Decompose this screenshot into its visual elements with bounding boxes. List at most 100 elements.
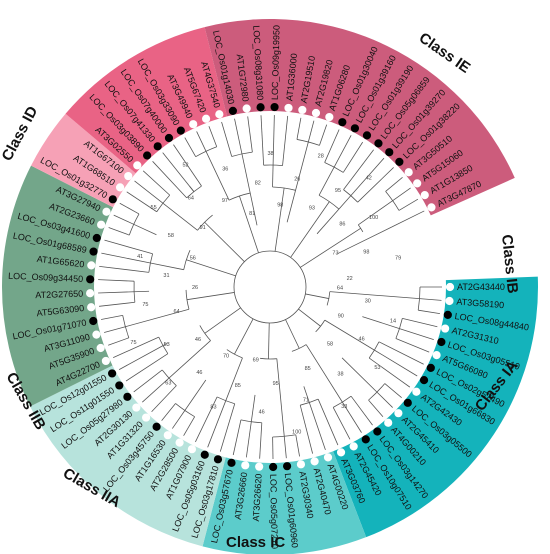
bootstrap-value: 36 [222,166,228,172]
class-label: Class ID [0,103,41,163]
class-band [31,113,136,208]
arabidopsis-gene-marker [445,296,454,306]
clade-branch [239,195,259,254]
rice-gene-marker [282,462,292,471]
leaf-label: AT2G27650 [35,289,83,301]
clade-branch [133,223,157,236]
leaf-branch [391,210,425,228]
bootstrap-value: 33 [341,404,347,410]
leaf-branch [308,402,326,450]
arabidopsis-gene-marker [124,171,133,181]
bootstrap-value: 56 [190,255,196,261]
clade-branch [362,316,400,329]
clade-arc [333,395,352,408]
leaf-branch [108,337,130,346]
clade-arc [385,191,400,211]
arabidopsis-gene-marker [242,104,251,113]
bootstrap-value: 70 [223,353,229,359]
bootstrap-value: 64 [174,309,180,315]
clade-arc [326,291,331,306]
clade-branch [305,293,329,299]
leaf-label: AT3G58190 [456,297,505,311]
rice-gene-marker [419,376,429,385]
bootstrap-value: 14 [390,319,396,325]
clade-arc [231,151,253,157]
arabidopsis-gene-marker [413,179,422,188]
rice-gene-marker [115,381,124,390]
clade-branch [272,165,274,188]
leaf-branch [368,357,411,388]
rice-gene-marker [426,363,435,372]
clade-branch [305,344,343,403]
arabidopsis-gene-marker [427,203,436,212]
rice-gene-marker [362,131,372,140]
rice-gene-marker [123,392,132,401]
clade-branch [290,201,330,258]
clade-branch [150,262,184,271]
leaf-branch [232,419,242,456]
rice-gene-marker [270,102,279,112]
bootstrap-value: 30 [365,299,371,305]
leaf-label: LOC_Os09g34450 [8,271,83,284]
rice-gene-marker [89,247,98,256]
bootstrap-value: 75 [142,302,148,308]
arabidopsis-gene-marker [412,387,421,396]
leaf-branch [104,239,153,255]
bootstrap-value: 86 [339,221,345,227]
leaf-branch [134,180,164,204]
leaf-branch [282,115,289,166]
rice-gene-marker [437,337,446,347]
bootstrap-value: 38 [267,151,273,157]
arabidopsis-gene-marker [97,220,106,229]
arabidopsis-gene-marker [132,403,141,412]
bootstrap-value: 26 [294,176,300,182]
arabidopsis-gene-marker [92,330,101,339]
leaf-branch [118,345,164,370]
arabidopsis-gene-marker [87,303,96,312]
clade-branch [162,202,198,231]
arabidopsis-gene-marker [336,448,346,457]
leaf-branch [272,115,275,166]
clade-branch [125,308,190,328]
leaf-branch [342,141,364,173]
clade-branch [358,200,393,226]
rice-gene-marker [176,126,185,135]
leaf-branch [151,385,177,413]
leaf-branch [195,396,218,443]
bootstrap-value: 97 [222,198,228,204]
clade-arc [263,164,283,167]
arabidopsis-gene-marker [394,409,403,418]
arabidopsis-gene-marker [255,462,264,471]
clade-branch [286,141,309,223]
class-label: Class IB [498,234,521,295]
arabidopsis-gene-marker [101,356,110,366]
class-label: Class IC [226,534,285,551]
leaf-branch [99,265,149,273]
arabidopsis-gene-marker [296,460,306,469]
leaf-branch [350,157,385,196]
bootstrap-value: 28 [318,154,324,160]
leaf-label: LOC_Os09g19950 [270,25,282,100]
clade-branch [303,386,310,403]
arabidopsis-gene-marker [102,207,111,216]
clade-arc [128,213,140,236]
rice-gene-marker [143,151,152,160]
clade-arc [133,281,136,303]
arabidopsis-gene-marker [432,351,441,360]
bootstrap-value: 85 [235,383,241,389]
leaf-branch [398,198,419,211]
rice-gene-marker [338,118,347,127]
arabidopsis-gene-marker [420,191,429,200]
arabidopsis-gene-marker [241,461,250,470]
rice-gene-marker [108,369,117,378]
clade-branch [162,342,168,346]
leaf-branch [152,161,188,199]
leaf-branch [142,377,170,403]
leaf-branch [343,149,374,190]
leaf-branch [245,421,252,458]
arabidopsis-gene-marker [349,442,358,451]
bootstrap-value: 41 [137,254,143,260]
rice-gene-marker [256,103,265,112]
clade-branch [186,292,235,301]
